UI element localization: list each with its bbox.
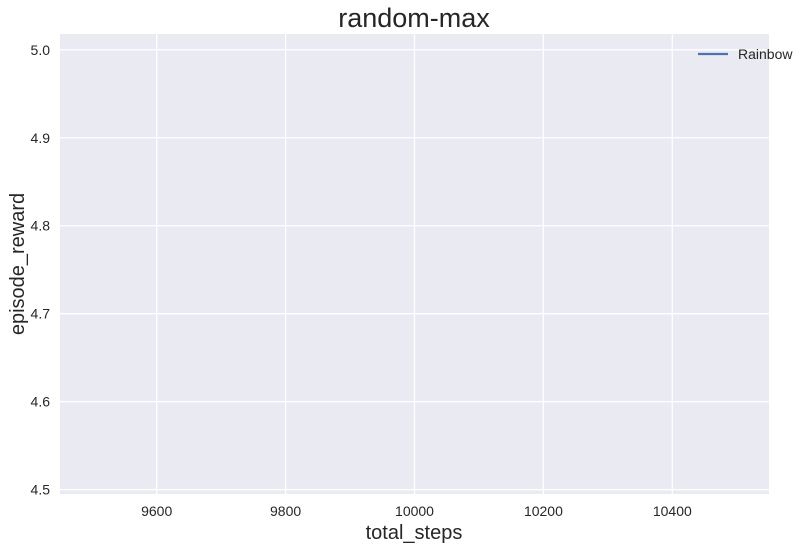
x-tick-label: 10200 xyxy=(524,503,563,519)
x-tick-label: 10000 xyxy=(395,503,434,519)
legend-label-rainbow: Rainbow xyxy=(738,46,793,62)
y-tick-label: 4.9 xyxy=(31,130,51,146)
x-tick-label: 9800 xyxy=(270,503,301,519)
y-tick-label: 4.5 xyxy=(31,482,51,498)
x-tick-labels: 9600 9800 10000 10200 10400 xyxy=(141,503,692,519)
y-axis-label: episode_reward xyxy=(7,193,29,335)
legend: Rainbow xyxy=(698,46,793,62)
y-tick-label: 4.8 xyxy=(31,218,51,234)
grid-lines xyxy=(60,34,769,494)
y-tick-labels: 4.5 4.6 4.7 4.8 4.9 5.0 xyxy=(31,42,51,498)
y-tick-label: 4.7 xyxy=(31,306,51,322)
x-tick-label: 9600 xyxy=(141,503,172,519)
x-tick-label: 10400 xyxy=(653,503,692,519)
y-tick-label: 4.6 xyxy=(31,394,51,410)
x-axis-label: total_steps xyxy=(366,522,463,544)
chart-title: random-max xyxy=(338,3,490,33)
y-tick-label: 5.0 xyxy=(31,42,51,58)
